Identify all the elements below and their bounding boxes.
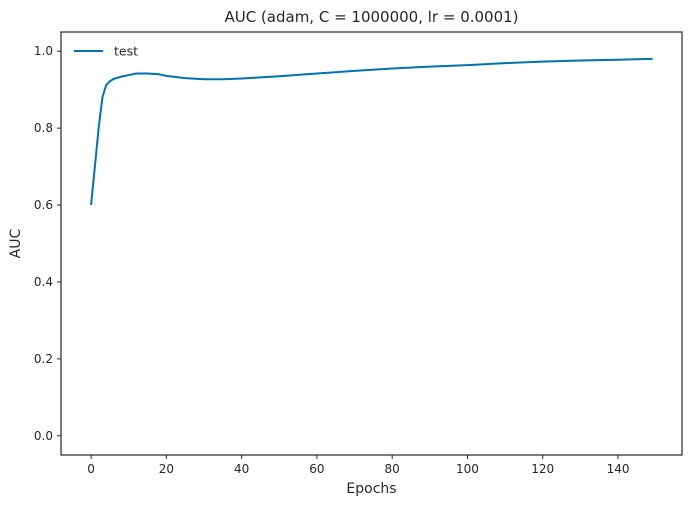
x-tick-label: 20	[159, 462, 174, 476]
chart-title: AUC (adam, C = 1000000, lr = 0.0001)	[224, 8, 518, 26]
y-tick-label: 1.0	[34, 44, 53, 58]
x-tick-label: 120	[531, 462, 554, 476]
y-tick-label: 0.0	[34, 429, 53, 443]
legend-label-test: test	[114, 44, 138, 59]
series-layer	[90, 57, 653, 206]
y-tick-label: 0.8	[34, 121, 53, 135]
x-tick-label: 140	[607, 462, 630, 476]
x-axis-label: Epochs	[346, 481, 396, 497]
x-tick-label: 100	[456, 462, 479, 476]
x-tick-label: 60	[309, 462, 324, 476]
x-tick-label: 40	[234, 462, 249, 476]
series-line-test	[90, 57, 653, 206]
x-tick-label: 80	[385, 462, 400, 476]
y-axis-ticks: 0.0 0.2 0.4 0.6 0.8 1.0	[34, 44, 61, 443]
y-tick-label: 0.2	[34, 352, 53, 366]
y-tick-label: 0.6	[34, 198, 53, 212]
x-tick-label: 0	[87, 462, 95, 476]
x-axis-ticks: 0 20 40 60 80 100 120 140	[87, 455, 629, 476]
y-axis-label: AUC	[8, 228, 24, 258]
plot-frame	[60, 31, 683, 456]
legend: test	[74, 44, 138, 59]
y-tick-label: 0.4	[34, 275, 53, 289]
